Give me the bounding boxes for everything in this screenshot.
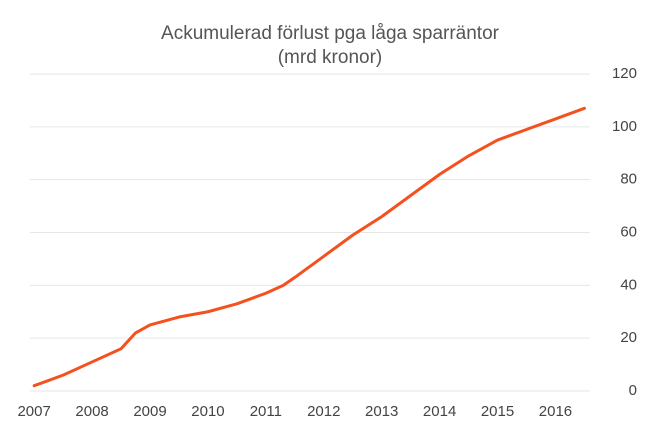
data-line (32, 106, 586, 388)
x-tick-label: 2007 (17, 403, 50, 420)
x-tick-label: 2011 (250, 403, 282, 420)
x-tick-label: 2012 (307, 403, 340, 420)
y-tick-label: 40 (620, 276, 637, 293)
x-tick-label: 2015 (481, 403, 514, 420)
y-tick-label: 20 (620, 329, 637, 346)
y-tick-label: 80 (620, 171, 637, 188)
y-tick-label: 0 (629, 382, 637, 399)
x-tick-label: 2009 (133, 403, 166, 420)
x-tick-label: 2008 (75, 403, 108, 420)
chart-title: Ackumulerad förlust pga låga sparräntor (161, 23, 500, 44)
x-tick-label: 2014 (423, 403, 456, 420)
y-tick-label: 100 (612, 118, 637, 135)
chart-subtitle: (mrd kronor) (278, 47, 383, 68)
y-tick-label: 60 (620, 223, 637, 240)
x-tick-label: 2010 (191, 403, 224, 420)
y-tick-label: 120 (612, 65, 637, 82)
x-tick-label: 2016 (539, 403, 572, 420)
x-tick-label: 2013 (365, 403, 398, 420)
